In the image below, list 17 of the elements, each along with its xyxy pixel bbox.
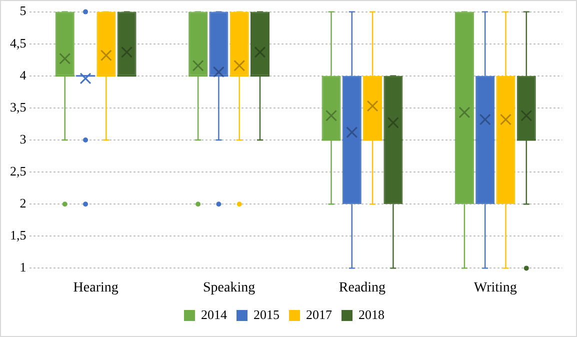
legend-label: 2018	[358, 306, 384, 322]
x-tick-label: Speaking	[202, 280, 256, 296]
y-tick-label: 3	[20, 131, 26, 146]
y-tick-label: 2	[20, 196, 26, 211]
y-tick-label: 5	[20, 3, 26, 18]
legend-label: 2014	[201, 306, 228, 322]
legend-label: 2015	[254, 306, 280, 322]
y-tick-label: 1,5	[10, 228, 26, 243]
y-tick-label: 1	[20, 260, 26, 275]
y-tick-label: 3,5	[10, 99, 26, 114]
x-tick-label: Reading	[338, 280, 386, 296]
y-tick-label: 4	[20, 67, 27, 82]
x-tick-label: Writing	[474, 280, 517, 296]
y-tick-label: 2,5	[10, 163, 26, 178]
legend-label: 2017	[306, 306, 332, 322]
x-tick-label: Hearing	[73, 280, 118, 296]
y-tick-label: 4,5	[10, 35, 26, 50]
